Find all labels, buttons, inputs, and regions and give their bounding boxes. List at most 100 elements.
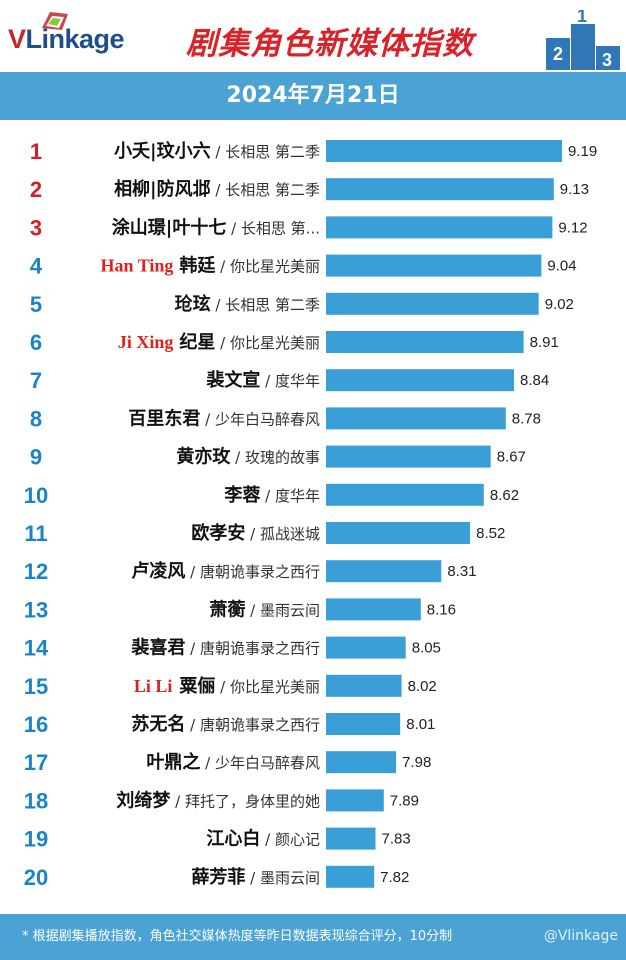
value-label: 8.05 xyxy=(412,640,441,657)
rank-number: 4 xyxy=(30,254,43,279)
value-label: 8.02 xyxy=(408,678,437,695)
show-name: / 唐朝诡事录之西行 xyxy=(185,563,320,581)
watermark: @Vlinkage xyxy=(543,928,618,944)
rank-number: 9 xyxy=(30,445,42,470)
row-label: 粟俪 / 你比星光美丽 xyxy=(178,675,320,697)
value-label: 8.78 xyxy=(512,410,541,427)
date-label: 2024年7月21日 xyxy=(226,83,400,108)
character-name: 欧孝安 xyxy=(191,522,245,544)
rank-number: 7 xyxy=(30,368,42,393)
show-name: / 拜托了，身体里的她 xyxy=(170,792,320,810)
row-label: 涂山璟|叶十七 / 长相思 第... xyxy=(112,216,320,238)
row-label: 薛芳菲 / 墨雨云间 xyxy=(191,866,320,888)
value-label: 9.13 xyxy=(560,181,589,198)
bar xyxy=(326,292,539,315)
rank-number: 20 xyxy=(24,865,48,890)
bar xyxy=(326,254,542,277)
character-name: 黄亦玫 xyxy=(176,446,231,468)
bar xyxy=(326,713,401,735)
rank-number: 1 xyxy=(30,139,42,164)
rank-number: 5 xyxy=(30,292,42,317)
show-name: / 唐朝诡事录之西行 xyxy=(185,640,320,658)
english-name-label: Li Li xyxy=(134,676,173,696)
character-name: 韩廷 xyxy=(179,255,216,277)
show-name: / 少年白马醉春风 xyxy=(200,754,320,772)
bar xyxy=(326,865,375,888)
character-name: 裴喜君 xyxy=(130,637,185,659)
rank-number: 14 xyxy=(24,636,49,661)
row-label: 玱玹 / 长相思 第二季 xyxy=(175,293,320,315)
row-label: 刘绮梦 / 拜托了，身体里的她 xyxy=(116,789,320,811)
date-band: 2024年7月21日 xyxy=(0,72,626,120)
bar xyxy=(326,636,406,659)
rank-number: 10 xyxy=(24,483,48,508)
rank-number: 6 xyxy=(30,330,42,355)
brand-logo: VLinkage xyxy=(8,24,125,54)
rank-number: 2 xyxy=(30,177,42,202)
value-label: 9.19 xyxy=(568,143,597,160)
row-label: 叶鼎之 / 少年白马醉春风 xyxy=(146,751,320,773)
show-name: / 长相思 第二季 xyxy=(211,296,320,314)
row-label: 黄亦玫 / 玫瑰的故事 xyxy=(176,446,320,468)
rank-number: 18 xyxy=(24,788,48,813)
svg-text:2: 2 xyxy=(553,44,563,64)
show-name: / 你比星光美丽 xyxy=(215,258,320,276)
svg-text:3: 3 xyxy=(602,50,612,70)
value-label: 8.62 xyxy=(490,487,519,504)
value-label: 8.52 xyxy=(476,525,505,542)
row-label: 韩廷 / 你比星光美丽 xyxy=(179,255,320,277)
character-name: 相柳|防风邶 xyxy=(114,178,211,200)
footer-note: * 根据剧集播放指数，角色社交媒体热度等昨日数据表现综合评分，10分制 xyxy=(22,929,453,944)
row-label: 纪星 / 你比星光美丽 xyxy=(179,331,320,353)
character-name: 萧蘅 xyxy=(209,599,245,620)
footer: * 根据剧集播放指数，角色社交媒体热度等昨日数据表现综合评分，10分制 @Vli… xyxy=(0,914,626,960)
character-name: 叶鼎之 xyxy=(146,751,200,773)
rank-number: 8 xyxy=(30,406,42,431)
character-name: 江心白 xyxy=(206,828,260,850)
show-name: / 长相思 第二季 xyxy=(211,143,320,161)
show-name: / 长相思 第... xyxy=(226,219,320,237)
rank-number: 11 xyxy=(24,521,47,546)
value-label: 8.84 xyxy=(520,372,549,389)
value-label: 7.98 xyxy=(402,754,431,771)
bar xyxy=(326,789,384,812)
value-label: 8.01 xyxy=(406,716,435,733)
show-name: / 孤战迷城 xyxy=(245,525,320,543)
bar xyxy=(326,178,554,201)
show-name: / 少年白马醉春风 xyxy=(200,410,320,428)
value-label: 9.12 xyxy=(558,219,587,236)
row-label: 萧蘅 / 墨雨云间 xyxy=(209,599,320,620)
row-label: 小夭|玟小六 / 长相思 第二季 xyxy=(114,140,320,162)
value-label: 9.02 xyxy=(545,296,574,313)
show-name: / 唐朝诡事录之西行 xyxy=(185,716,320,734)
bar xyxy=(326,751,397,774)
value-label: 7.82 xyxy=(380,869,409,886)
show-name: / 你比星光美丽 xyxy=(215,678,320,696)
bar xyxy=(326,331,524,353)
value-label: 7.89 xyxy=(390,792,419,809)
bar xyxy=(326,827,376,850)
header: VLinkage 剧集角色新媒体指数 2 1 3 xyxy=(0,0,626,70)
show-name: / 墨雨云间 xyxy=(245,601,320,619)
rank-number: 13 xyxy=(24,597,48,622)
logo-mark-icon xyxy=(42,12,68,30)
row-label: 苏无名 / 唐朝诡事录之西行 xyxy=(131,713,320,735)
character-name: 卢凌风 xyxy=(131,560,185,582)
bar xyxy=(326,522,471,544)
svg-text:1: 1 xyxy=(577,10,587,26)
bar xyxy=(326,483,484,506)
character-name: 纪星 xyxy=(179,331,215,353)
ranking-chart: 1 小夭|玟小六 / 长相思 第二季 9.19 2 相柳|防风邶 / 长相思 第二季 9.… xyxy=(24,139,597,890)
show-name: / 玫瑰的故事 xyxy=(230,449,320,467)
bar xyxy=(326,216,553,239)
rank-number: 3 xyxy=(30,215,42,240)
bar xyxy=(326,598,421,621)
bar xyxy=(326,369,514,392)
value-label: 8.16 xyxy=(427,601,456,618)
bar xyxy=(326,445,491,468)
character-name: 苏无名 xyxy=(131,713,185,735)
value-label: 8.67 xyxy=(497,449,526,466)
character-name: 粟俪 xyxy=(178,675,215,697)
value-label: 8.31 xyxy=(447,563,476,580)
character-name: 小夭|玟小六 xyxy=(114,140,211,162)
